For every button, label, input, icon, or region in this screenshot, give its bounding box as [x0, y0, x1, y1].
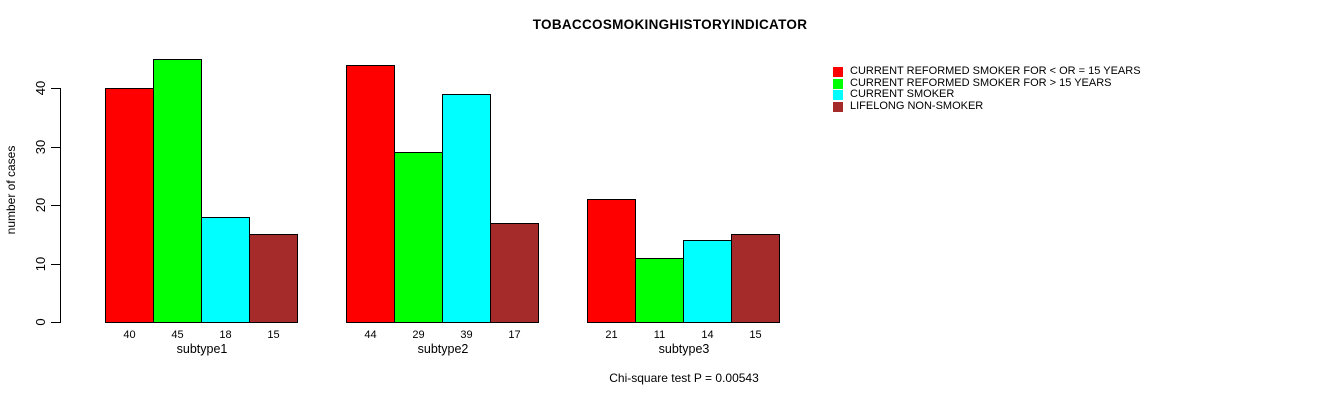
legend-swatch-icon [833, 78, 843, 89]
bar [635, 258, 684, 323]
y-axis-tick-label: 40 [33, 80, 48, 96]
bar-value-label: 14 [701, 329, 714, 341]
legend-item: CURRENT REFORMED SMOKER FOR < OR = 15 YE… [833, 65, 1141, 78]
chart-title: TOBACCOSMOKINGHISTORYINDICATOR [532, 17, 808, 32]
bar [394, 152, 443, 323]
bar-value-label: 44 [364, 329, 377, 341]
y-axis-line [60, 88, 61, 323]
y-axis-tick [51, 322, 60, 323]
bar-value-label: 15 [749, 329, 762, 341]
legend-label: CURRENT SMOKER [850, 88, 955, 101]
legend-item: CURRENT SMOKER [833, 89, 1141, 101]
bar-value-label: 39 [460, 329, 473, 341]
legend-item: LIFELONG NON-SMOKER [833, 100, 1141, 113]
y-axis-tick [51, 88, 60, 89]
bar-value-label: 21 [605, 329, 618, 341]
bar [683, 240, 732, 323]
y-axis-label: number of cases [4, 145, 18, 235]
x-category-label: subtype3 [658, 342, 710, 356]
bar-value-label: 17 [508, 329, 521, 341]
y-axis-tick-label: 0 [33, 318, 48, 326]
x-category-label: subtype2 [417, 342, 469, 356]
bar [587, 199, 636, 323]
y-axis-tick-label: 10 [33, 256, 48, 272]
y-axis-tick-label: 20 [33, 197, 48, 213]
bar [490, 223, 539, 323]
bar-value-label: 11 [653, 329, 666, 341]
legend-item: CURRENT REFORMED SMOKER FOR > 15 YEARS [833, 76, 1141, 90]
y-axis-tick [51, 147, 60, 148]
legend-label: LIFELONG NON-SMOKER [850, 100, 984, 113]
legend-label: CURRENT REFORMED SMOKER FOR > 15 YEARS [850, 76, 1112, 89]
chi-square-annotation: Chi-square test P = 0.00543 [609, 371, 759, 385]
bar-value-label: 45 [171, 329, 184, 341]
legend-label: CURRENT REFORMED SMOKER FOR < OR = 15 YE… [850, 65, 1141, 77]
bar [731, 234, 780, 323]
bar [105, 88, 154, 323]
bar [442, 94, 491, 323]
bar-value-label: 15 [267, 329, 280, 341]
legend-swatch-icon [833, 90, 843, 101]
bar-value-label: 29 [412, 329, 425, 341]
y-axis-tick-label: 30 [33, 139, 48, 155]
bar [153, 59, 202, 323]
bar [346, 65, 395, 323]
y-axis-tick [51, 205, 60, 206]
x-category-label: subtype1 [176, 342, 228, 356]
legend-swatch-icon [833, 66, 843, 77]
bar-value-label: 40 [123, 329, 136, 341]
bar-value-label: 18 [219, 329, 232, 341]
legend: CURRENT REFORMED SMOKER FOR < OR = 15 YE… [833, 65, 1141, 113]
y-axis-tick [51, 264, 60, 265]
bar [249, 234, 298, 323]
legend-swatch-icon [833, 101, 843, 112]
bar [201, 217, 250, 323]
